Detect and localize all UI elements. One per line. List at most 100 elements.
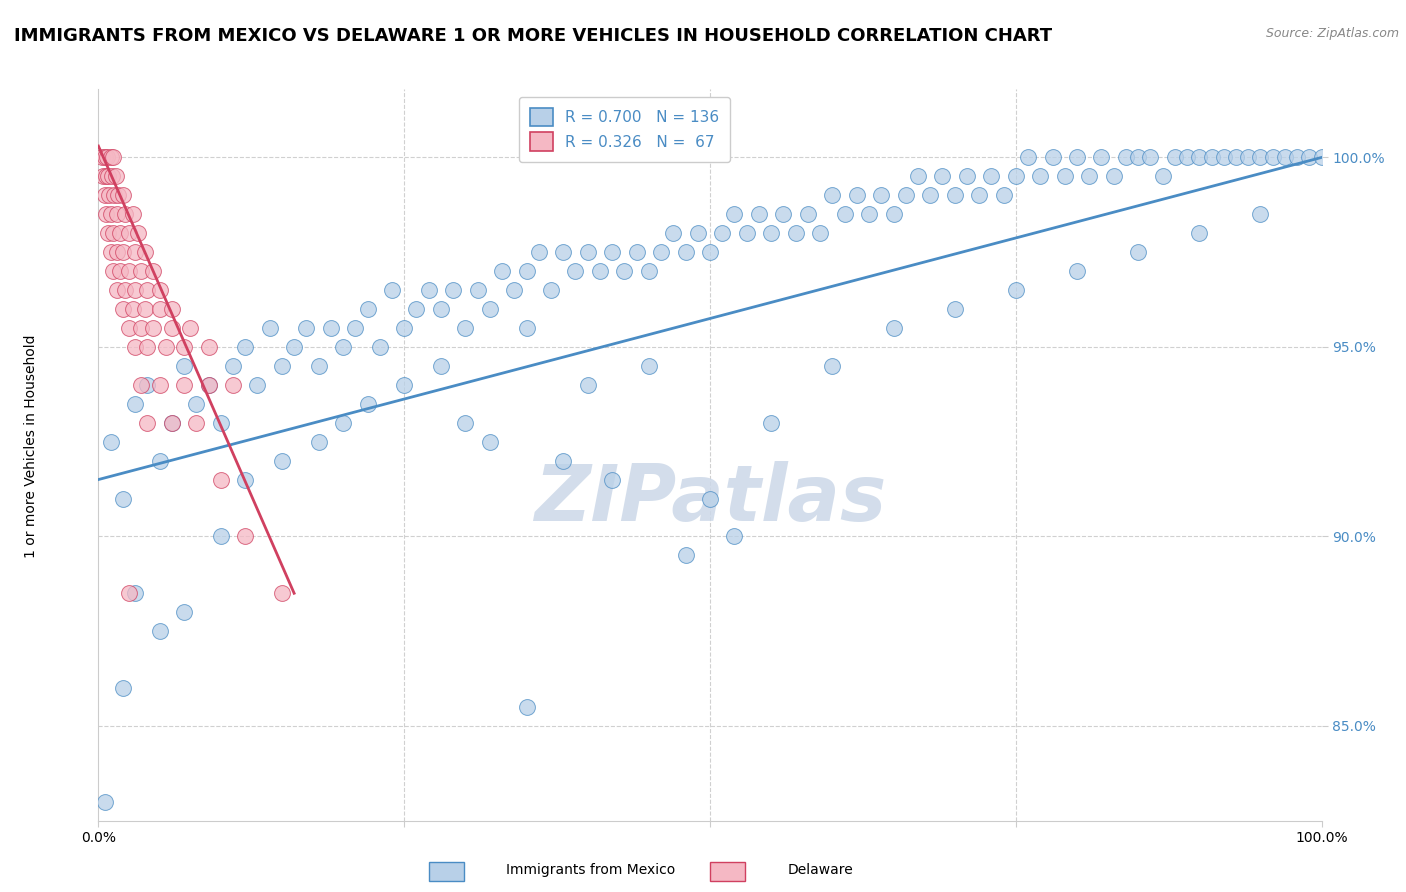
Point [883,321,905,335]
Point [735,226,758,240]
Point [1090,150,1112,164]
Point [209,529,232,543]
Point [956,169,979,184]
Point [1201,150,1223,164]
Point [491,264,513,278]
Point [1128,245,1150,260]
Point [675,245,697,260]
Point [1274,150,1296,164]
Point [270,586,294,600]
Point [197,340,219,354]
Point [1175,150,1198,164]
Point [356,301,378,316]
Point [845,188,868,202]
Point [540,283,562,297]
Point [222,377,245,392]
Point [186,397,208,411]
Point [392,321,416,335]
Point [136,340,159,354]
Point [1053,169,1076,184]
Point [503,283,526,297]
Point [121,207,143,221]
Point [173,340,195,354]
Point [111,188,134,202]
Point [94,169,117,184]
Point [553,245,575,260]
Point [134,245,156,260]
Point [197,377,219,392]
Point [1188,226,1211,240]
Point [600,473,623,487]
Point [209,416,232,430]
Point [111,245,134,260]
Point [136,377,159,392]
Point [98,188,121,202]
Point [931,169,953,184]
Point [103,188,125,202]
Point [111,681,134,695]
Point [711,226,734,240]
Point [920,188,942,202]
Point [100,245,122,260]
Point [97,226,120,240]
Point [107,188,129,202]
Point [127,226,149,240]
Point [160,416,183,430]
Point [761,226,783,240]
Point [1164,150,1187,164]
Point [118,264,141,278]
Point [834,207,856,221]
Point [943,188,966,202]
Point [105,245,128,260]
Point [129,321,152,335]
Point [149,453,172,467]
Point [675,549,697,563]
Point [142,321,165,335]
Point [1066,264,1088,278]
Point [1017,150,1039,164]
Point [173,359,195,373]
Point [564,264,586,278]
Point [1029,169,1052,184]
Point [101,150,124,164]
Point [516,264,538,278]
Point [222,359,245,373]
Point [980,169,1002,184]
Point [576,377,599,392]
Point [1250,207,1272,221]
Point [136,416,159,430]
Point [1115,150,1137,164]
Point [179,321,201,335]
Point [589,264,612,278]
Point [100,150,122,164]
Point [124,340,146,354]
Point [100,207,122,221]
Point [149,624,172,639]
Point [1261,150,1284,164]
Point [136,283,159,297]
Point [270,359,294,373]
Point [246,377,269,392]
Point [197,377,219,392]
Point [319,321,342,335]
Point [91,150,114,164]
Point [430,301,453,316]
Point [821,359,844,373]
Point [1188,150,1211,164]
Point [270,453,294,467]
Point [699,491,721,506]
Point [283,340,305,354]
Point [100,434,122,449]
Point [124,283,146,297]
Point [173,605,195,619]
Point [93,150,115,164]
Point [96,150,118,164]
Point [553,453,575,467]
Point [894,188,917,202]
Point [118,586,141,600]
Point [142,264,165,278]
Point [160,416,183,430]
Point [943,301,966,316]
Point [124,397,146,411]
Point [110,264,132,278]
